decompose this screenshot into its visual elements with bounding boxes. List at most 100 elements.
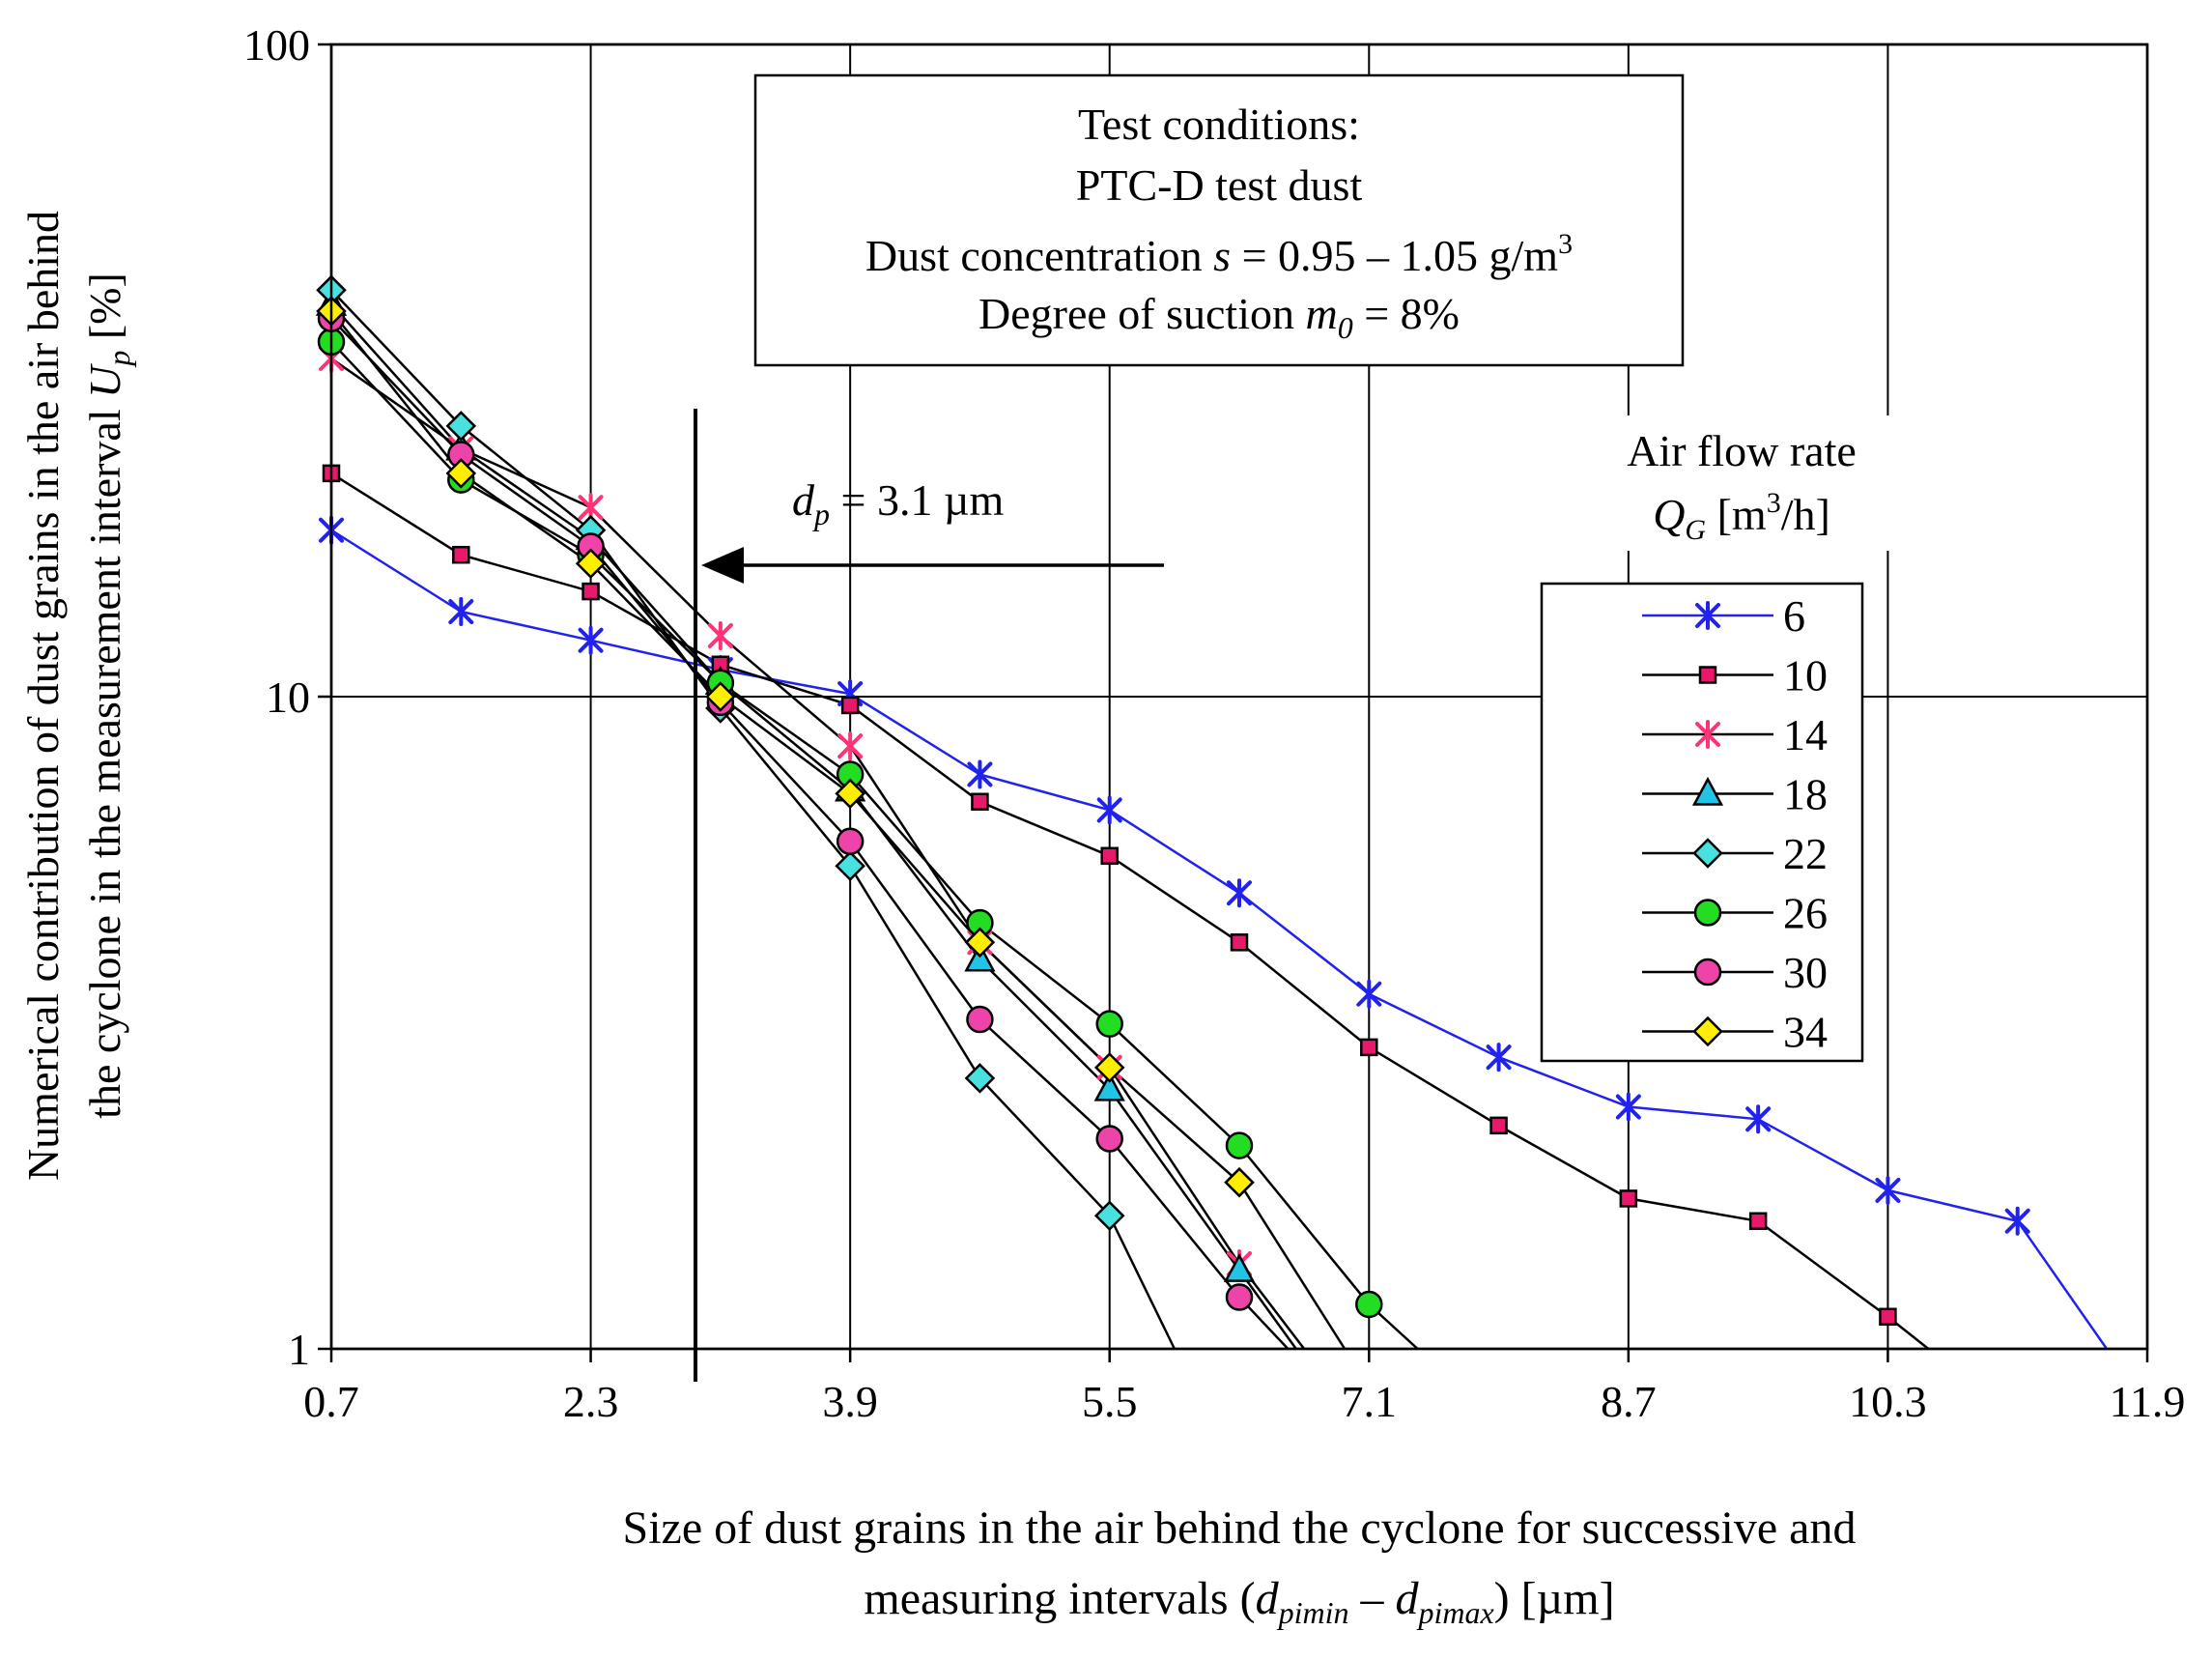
x-axis-title-var1: d [1256,1573,1280,1624]
point-square [840,696,860,715]
point-star [1356,979,1382,1009]
conditions-line3: Dust concentration s = 0.95 – 1.05 g/m3 [865,228,1573,280]
point-diamond [964,927,996,958]
legend-label: 14 [1783,710,1828,759]
legend-label: 10 [1783,651,1828,701]
point-star [448,597,474,627]
point-square [1619,1189,1638,1208]
legend-title-var: Q [1653,490,1685,539]
legend-label: 18 [1783,770,1828,819]
x-tick-label: 10.3 [1849,1377,1927,1426]
conditions-box [753,73,1685,367]
point-diamond [1224,1166,1255,1198]
legend-item-26: 26 [1642,889,1828,938]
point-diamond [1692,1015,1723,1047]
legend-item-10: 10 [1642,651,1828,701]
x-axis-title-sub2: pimax [1416,1595,1493,1630]
point-triangle [964,942,996,972]
legend-title-sup: 3 [1767,487,1781,519]
x-axis-title-sub1: pimin [1277,1595,1349,1630]
point-diamond [1692,838,1723,869]
y-tick-label: 1 [288,1325,310,1374]
legend-label: 34 [1783,1008,1828,1057]
legend-title-bg [1584,415,1893,551]
point-square [1100,846,1119,866]
dp-label-value: = 3.1 µm [830,475,1004,525]
point-square [581,582,600,601]
legend-label: 6 [1783,591,1805,641]
point-diamond [835,850,865,882]
point-diamond [445,458,477,489]
y-axis-title-unit: [%] [80,272,129,350]
point-star [1745,1104,1772,1134]
point-circle [1095,1010,1123,1038]
x-axis-title-line1: Size of dust grains in the air behind th… [623,1502,1857,1554]
x-axis-title-line2: measuring intervals (dpimin – dpimax) [µ… [864,1573,1614,1630]
point-circle [836,827,865,855]
legend-label: 26 [1783,889,1828,938]
series-points-10 [322,464,1897,1327]
legend-title-line2: QG [m3/h] [1653,487,1830,546]
x-axis-title-suffix: ) [µm] [1494,1573,1615,1624]
point-triangle [1223,1252,1256,1282]
x-axis-title-dash: – [1348,1573,1395,1624]
y-tick-label: 100 [243,20,310,70]
point-circle [1693,899,1722,927]
conditions-line4-sub: 0 [1338,310,1353,345]
x-tick-label: 7.1 [1342,1377,1398,1426]
conditions-line3-prefix: Dust concentration [865,231,1213,280]
x-axis-title-var2: d [1395,1573,1419,1624]
x-tick-label: 11.9 [2110,1377,2186,1426]
legend-title-sub: G [1685,514,1706,546]
legend: 6 10 14 18 22 26 30 34 [1642,591,1828,1057]
point-square [1698,666,1717,684]
conditions-line4-value: = 8% [1353,289,1460,338]
x-axis: 0.7 2.3 3.9 5.5 7.1 8.7 10.3 11.9 [303,1349,2185,1426]
legend-item-18: 18 [1642,770,1828,819]
point-star [1096,795,1122,825]
y-axis-title-line2: the cyclone in the measurement interval … [80,272,136,1119]
point-circle [1095,1125,1123,1153]
point-diamond [575,548,607,579]
series-line-10 [330,472,1930,1350]
conditions-line2: PTC-D test dust [1076,160,1363,210]
point-square [971,792,989,812]
legend-item-6: 6 [1642,591,1805,641]
point-star [707,620,733,650]
y-tick-label: 10 [266,672,310,722]
conditions-line4-var: m [1306,289,1338,338]
point-circle [1355,1290,1383,1319]
x-tick-label: 3.9 [822,1377,878,1426]
legend-title-line1: Air flow rate [1627,426,1857,475]
dp-arrow-head [701,547,744,584]
legend-item-34: 34 [1642,1008,1828,1057]
point-diamond [1093,1052,1125,1083]
point-star [967,759,993,789]
point-circle [1225,1283,1254,1311]
dp-label: dp = 3.1 µm [792,475,1004,531]
point-triangle [1691,776,1724,806]
legend-item-22: 22 [1642,829,1828,878]
point-diamond [1093,1200,1125,1231]
point-star [1486,1043,1512,1073]
series-line-22 [330,289,1177,1350]
conditions-line3-value: = 0.95 – 1.05 g/m [1231,231,1558,280]
x-axis-title-prefix: measuring intervals ( [864,1573,1255,1624]
x-tick-label: 2.3 [563,1377,619,1426]
x-tick-label: 5.5 [1082,1377,1138,1426]
legend-label: 22 [1783,829,1828,878]
legend-title-unit: [m [1706,490,1767,539]
legend-title-end: /h] [1781,490,1830,539]
conditions-line4-prefix: Degree of suction [978,289,1306,338]
point-square [1489,1116,1508,1135]
point-square [1879,1307,1897,1327]
dp-label-var: d [792,475,815,525]
legend-box [1540,582,1864,1063]
y-axis-title-line1: Numerical contribution of dust grains in… [18,211,68,1181]
conditions-line3-var: s [1213,231,1231,280]
point-diamond [705,681,736,712]
legend-item-14: 14 [1642,710,1828,759]
point-square [1360,1038,1378,1057]
point-square [1230,933,1249,952]
